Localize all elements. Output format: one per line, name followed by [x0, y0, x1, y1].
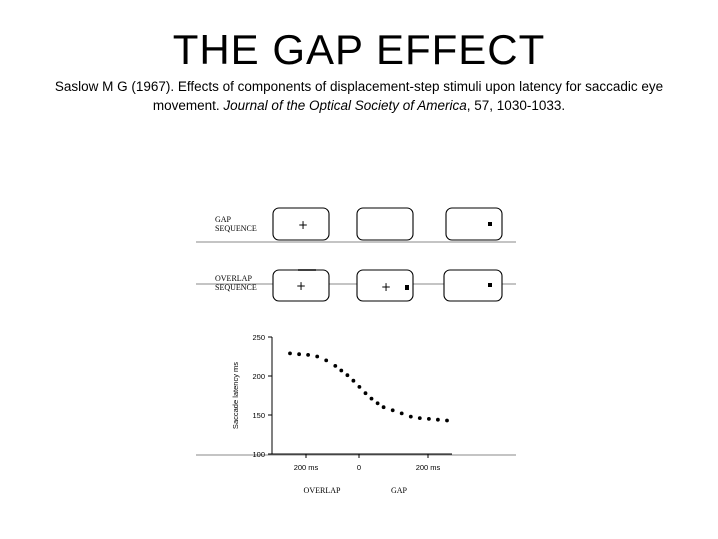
overlap-fixation-cross-1: + [296, 279, 306, 293]
data-point [306, 353, 310, 357]
overlap-fixation-cross-2: + [381, 280, 391, 294]
y-axis-label: Saccade latency ms [231, 362, 240, 429]
data-point [357, 385, 362, 389]
gap-fixation-cross: + [298, 218, 308, 232]
data-point [345, 373, 350, 378]
data-point [339, 368, 344, 373]
data-point [436, 417, 440, 422]
gap-label-line1: GAP [215, 215, 232, 224]
y-ticks: 250 200 150 100 [252, 333, 272, 459]
citation-line-2-post: , 57, 1030-1033. [466, 98, 566, 113]
overlap-label-line1: OVERLAP [215, 274, 252, 283]
gap-frame-2 [356, 207, 414, 241]
gap-label-line2: SEQUENCE [215, 224, 257, 233]
data-point [427, 417, 431, 421]
slide-title: THE GAP EFFECT [172, 26, 546, 73]
citation: Saslow M G (1967). Effects of components… [30, 77, 688, 115]
citation-journal: Journal of the Optical Society of Americ… [223, 98, 467, 113]
citation-line-2-pre: movement. [152, 98, 224, 113]
data-points [288, 351, 449, 423]
y-tick-label: 100 [252, 450, 265, 459]
gap-frame-3 [445, 207, 503, 241]
data-point [363, 391, 368, 396]
gap-sequence: GAP SEQUENCE + [196, 207, 516, 243]
overlap-category-label: OVERLAP [304, 486, 341, 495]
data-point [445, 418, 449, 423]
x-ticks: 200 ms 0 200 ms [294, 454, 441, 472]
data-point [381, 405, 386, 410]
data-point [375, 401, 380, 406]
overlap-label-line2: SEQUENCE [215, 283, 257, 292]
overlap-frame-3 [443, 269, 503, 302]
overlap-target-dot-2 [488, 283, 492, 287]
x-tick-label: 200 ms [416, 463, 441, 472]
data-point [390, 408, 395, 413]
x-tick-label: 200 ms [294, 463, 319, 472]
y-tick-label: 250 [252, 333, 265, 342]
overlap-sequence: OVERLAP SEQUENCE + + [196, 269, 516, 302]
gap-frame-1 [272, 207, 330, 241]
data-point [351, 378, 356, 383]
data-point [369, 396, 374, 401]
y-tick-label: 200 [252, 372, 265, 381]
gap-category-label: GAP [391, 486, 408, 495]
data-point [399, 411, 404, 416]
x-tick-label: 0 [357, 463, 361, 472]
citation-line-1: Saslow M G (1967). Effects of components… [54, 79, 664, 94]
data-point [333, 364, 338, 368]
overlap-target-dot-1 [405, 285, 409, 290]
data-point [315, 354, 320, 359]
y-tick-label: 150 [252, 411, 265, 420]
data-point [288, 351, 292, 356]
data-point [408, 414, 413, 419]
data-point [297, 352, 301, 357]
data-point [417, 416, 422, 420]
gap-target-dot [488, 222, 492, 226]
data-point [324, 358, 329, 363]
overlap-frame-2 [356, 269, 414, 302]
